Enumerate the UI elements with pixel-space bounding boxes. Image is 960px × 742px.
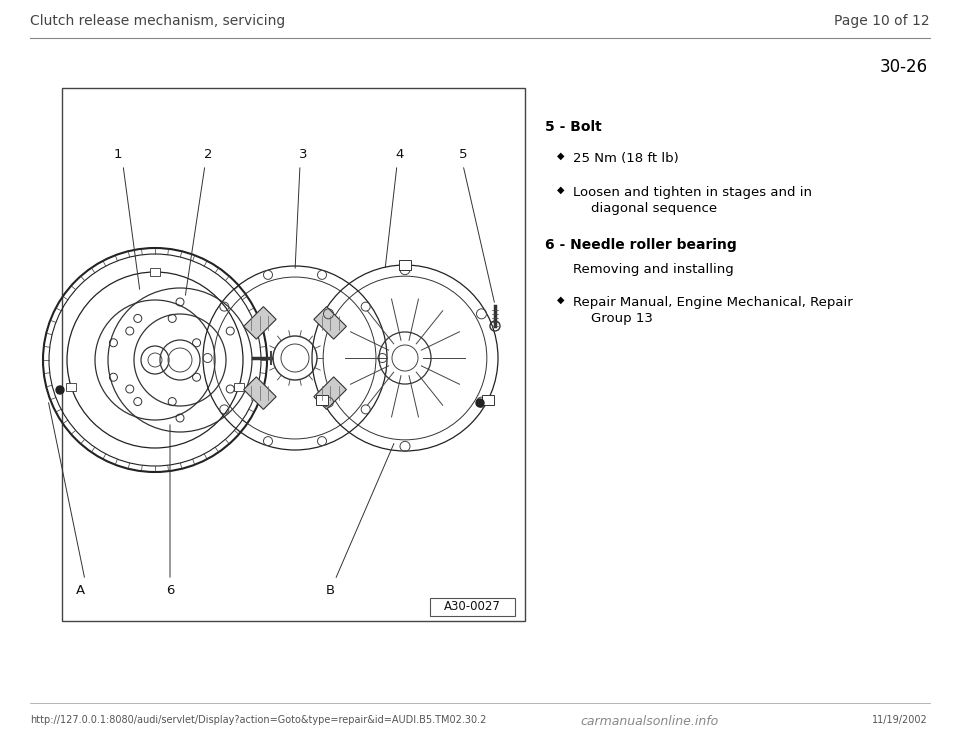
- Text: A: A: [76, 583, 84, 597]
- Circle shape: [476, 399, 484, 407]
- Bar: [244, 306, 276, 339]
- Text: Loosen and tighten in stages and in: Loosen and tighten in stages and in: [573, 186, 812, 199]
- Text: 3: 3: [299, 148, 307, 162]
- Circle shape: [56, 386, 64, 394]
- Text: http://127.0.0.1:8080/audi/servlet/Display?action=Goto&type=repair&id=AUDI.B5.TM: http://127.0.0.1:8080/audi/servlet/Displ…: [30, 715, 487, 725]
- Text: diagonal sequence: diagonal sequence: [591, 202, 717, 215]
- Text: ◆: ◆: [557, 295, 564, 305]
- Text: Removing and installing: Removing and installing: [573, 263, 733, 276]
- Text: 11/19/2002: 11/19/2002: [873, 715, 928, 725]
- Text: Clutch release mechanism, servicing: Clutch release mechanism, servicing: [30, 14, 285, 28]
- Text: 4: 4: [396, 148, 404, 162]
- Bar: [62, 88, 525, 621]
- Text: 2: 2: [204, 148, 212, 162]
- Bar: [316, 395, 328, 405]
- Text: B: B: [325, 583, 335, 597]
- Text: Page 10 of 12: Page 10 of 12: [834, 14, 930, 28]
- Bar: [482, 395, 493, 405]
- Bar: [430, 598, 515, 616]
- Text: 6: 6: [166, 583, 174, 597]
- Bar: [244, 377, 276, 410]
- Text: ◆: ◆: [557, 185, 564, 195]
- Text: 25 Nm (18 ft lb): 25 Nm (18 ft lb): [573, 152, 679, 165]
- Text: 5 - Bolt: 5 - Bolt: [545, 120, 602, 134]
- Text: ◆: ◆: [557, 151, 564, 161]
- Text: Group 13: Group 13: [591, 312, 653, 325]
- Bar: [66, 383, 76, 391]
- Bar: [399, 260, 411, 270]
- Text: 5: 5: [459, 148, 468, 162]
- Bar: [314, 306, 347, 339]
- Bar: [150, 268, 160, 276]
- Text: carmanualsonline.info: carmanualsonline.info: [581, 715, 719, 728]
- Text: Repair Manual, Engine Mechanical, Repair: Repair Manual, Engine Mechanical, Repair: [573, 296, 852, 309]
- Text: 6 - Needle roller bearing: 6 - Needle roller bearing: [545, 238, 736, 252]
- Text: 1: 1: [113, 148, 122, 162]
- Bar: [233, 383, 244, 391]
- Text: A30-0027: A30-0027: [444, 600, 501, 614]
- Bar: [314, 377, 347, 410]
- Text: 30-26: 30-26: [880, 58, 928, 76]
